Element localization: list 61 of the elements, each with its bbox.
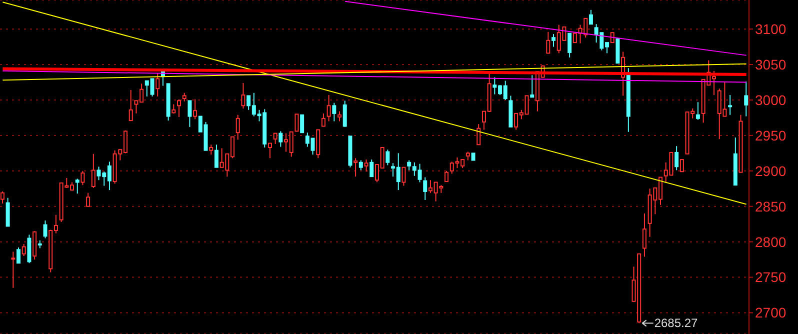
candlestick xyxy=(358,160,363,171)
candlestick xyxy=(16,246,21,264)
candlestick xyxy=(294,114,299,132)
candlestick xyxy=(300,114,304,134)
candlestick xyxy=(423,176,428,200)
candlestick xyxy=(268,142,272,159)
candlestick xyxy=(188,100,192,128)
candlestick xyxy=(86,192,90,207)
candlestick xyxy=(236,114,240,140)
candlestick xyxy=(552,34,556,48)
candlestick xyxy=(209,144,214,156)
y-tick-label: 2800 xyxy=(755,234,786,250)
y-tick-label: 2700 xyxy=(755,304,786,321)
candlestick xyxy=(326,94,331,122)
candlestick xyxy=(241,82,246,109)
candlestick xyxy=(91,153,96,188)
candlestick xyxy=(354,158,358,178)
candlestick xyxy=(214,144,218,168)
candlestick xyxy=(27,234,32,264)
candlestick xyxy=(674,146,679,171)
candlestick xyxy=(402,166,406,186)
candlestick xyxy=(370,159,374,178)
candlestick xyxy=(342,100,347,128)
y-tick-label: 2850 xyxy=(755,198,786,214)
candlestick xyxy=(321,112,326,127)
candlestick xyxy=(568,32,572,58)
annotation: 2685.27 xyxy=(654,316,698,330)
y-tick-label: 3050 xyxy=(755,56,786,72)
candlestick xyxy=(11,251,16,288)
candlestick xyxy=(75,178,80,194)
candlestick xyxy=(172,104,176,114)
candlestick xyxy=(728,94,732,116)
candlestick xyxy=(530,74,534,98)
candlestick xyxy=(332,102,336,122)
y-tick-label: 2950 xyxy=(755,127,786,144)
candlestick xyxy=(588,9,593,25)
candlestick xyxy=(610,32,614,44)
candlestick xyxy=(444,170,449,182)
candlestick xyxy=(80,170,85,186)
y-tick-label: 3100 xyxy=(755,21,786,38)
candlestick xyxy=(338,110,342,122)
candlestick xyxy=(744,81,748,117)
candlestick xyxy=(642,212,646,258)
candlestick xyxy=(193,98,198,120)
candlestick xyxy=(6,197,10,227)
candlestick xyxy=(177,98,182,118)
candlestick xyxy=(680,159,684,172)
candlestick xyxy=(386,149,390,166)
y-tick-label: 2750 xyxy=(755,269,786,286)
candlestick xyxy=(476,124,481,146)
candlestick xyxy=(278,130,283,148)
y-tick-label: 3000 xyxy=(755,92,786,108)
candlestick xyxy=(696,102,700,120)
y-tick-label: 2900 xyxy=(755,162,786,179)
candlestick xyxy=(22,243,26,256)
candlestick xyxy=(273,132,278,144)
candlestick xyxy=(43,220,48,239)
candlestick xyxy=(156,72,160,97)
candlestick xyxy=(128,90,133,122)
candlestick xyxy=(546,31,550,54)
candlestick xyxy=(364,159,368,172)
